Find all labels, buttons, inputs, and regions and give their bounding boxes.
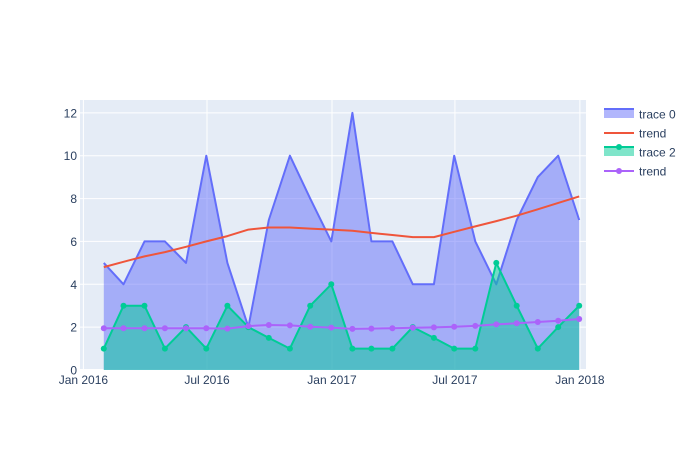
legend: trace 0 trend trace 2 trend bbox=[604, 108, 676, 179]
data-point-series-2 bbox=[141, 302, 148, 309]
data-point-series-2 bbox=[328, 281, 335, 288]
y-tick-label: 6 bbox=[70, 235, 77, 249]
data-point-series-2 bbox=[224, 302, 231, 309]
legend-swatch-marker bbox=[616, 168, 622, 174]
data-point-series-2 bbox=[368, 345, 375, 352]
data-point-series-2 bbox=[120, 302, 127, 309]
legend-label: trace 2 bbox=[639, 146, 676, 160]
data-point-series-2 bbox=[430, 334, 437, 341]
data-point-series-3 bbox=[493, 321, 500, 328]
data-layer bbox=[100, 111, 583, 371]
x-tick-label: Jan 2017 bbox=[307, 373, 357, 387]
data-point-series-3 bbox=[141, 325, 148, 332]
data-point-series-3 bbox=[183, 325, 189, 332]
data-point-series-3 bbox=[100, 325, 107, 332]
data-point-series-3 bbox=[534, 319, 541, 325]
data-point-series-3 bbox=[245, 323, 252, 330]
area-fill-series-0 bbox=[103, 112, 580, 371]
data-point-series-3 bbox=[409, 324, 416, 331]
data-point-series-2 bbox=[555, 324, 562, 331]
data-point-series-2 bbox=[203, 345, 210, 352]
y-tick-label: 2 bbox=[70, 321, 77, 335]
data-point-series-2 bbox=[349, 345, 356, 352]
x-tick-label: Jan 2016 bbox=[59, 373, 109, 387]
x-tick-label: Jan 2018 bbox=[555, 373, 605, 387]
line-series-3 bbox=[103, 318, 580, 330]
y-tick-label: 8 bbox=[70, 192, 77, 206]
y-tick-label: 10 bbox=[64, 149, 78, 163]
legend-swatch-marker bbox=[616, 144, 622, 150]
data-point-series-3 bbox=[161, 325, 168, 332]
data-point-series-3 bbox=[349, 325, 356, 332]
data-point-series-3 bbox=[265, 322, 272, 328]
line-series-1 bbox=[103, 195, 580, 269]
y-tick-label: 4 bbox=[70, 278, 77, 292]
x-tick-label: Jul 2016 bbox=[184, 373, 230, 387]
axis-layer: 0 2 4 6 8 10 12 Jan 2016 Jul 2016 Jan 2017 Jul 201… bbox=[59, 106, 605, 387]
legend-swatch-fill bbox=[604, 147, 634, 156]
data-point-series-3 bbox=[224, 325, 231, 332]
data-point-series-3 bbox=[472, 322, 479, 329]
data-point-series-2 bbox=[161, 345, 168, 352]
data-point-series-3 bbox=[203, 325, 210, 332]
data-point-series-2 bbox=[307, 302, 314, 309]
data-point-series-3 bbox=[368, 325, 375, 332]
data-point-series-2 bbox=[534, 345, 541, 352]
data-point-series-3 bbox=[389, 325, 396, 332]
data-point-series-3 bbox=[307, 323, 314, 330]
data-point-series-2 bbox=[286, 345, 293, 352]
data-point-series-2 bbox=[472, 345, 479, 352]
x-tick-label: Jul 2017 bbox=[432, 373, 478, 387]
legend-swatch-fill bbox=[604, 109, 634, 118]
data-point-series-2 bbox=[265, 334, 272, 341]
data-point-series-3 bbox=[286, 322, 293, 329]
data-point-series-2 bbox=[100, 345, 107, 352]
legend-label: trend bbox=[639, 165, 666, 179]
data-point-series-2 bbox=[493, 259, 500, 266]
data-point-series-3 bbox=[120, 325, 127, 332]
data-point-series-3 bbox=[451, 323, 458, 330]
data-point-series-2 bbox=[389, 345, 396, 352]
data-point-series-2 bbox=[576, 302, 583, 309]
data-point-series-3 bbox=[513, 320, 520, 327]
data-point-series-2 bbox=[451, 345, 458, 352]
legend-label: trace 0 bbox=[639, 108, 676, 122]
data-point-series-3 bbox=[555, 317, 562, 324]
data-point-series-3 bbox=[430, 324, 437, 331]
y-tick-label: 0 bbox=[70, 364, 77, 378]
data-point-series-2 bbox=[513, 302, 520, 309]
line-series-2 bbox=[102, 261, 580, 350]
y-tick-label: 12 bbox=[64, 106, 78, 120]
legend-label: trend bbox=[639, 127, 666, 141]
data-point-series-3 bbox=[576, 316, 583, 322]
data-point-series-3 bbox=[328, 324, 335, 331]
